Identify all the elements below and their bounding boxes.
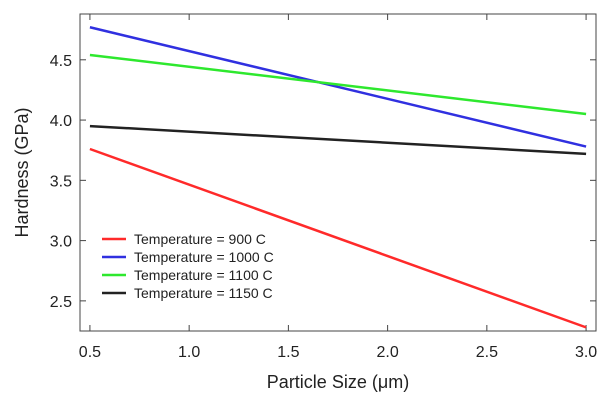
x-tick-label: 1.0 — [178, 344, 200, 361]
x-tick-label: 1.5 — [277, 344, 299, 361]
x-tick-label: 3.0 — [575, 344, 597, 361]
series-line — [89, 124, 587, 156]
x-tick-label: 2.0 — [376, 344, 398, 361]
series-line — [89, 147, 587, 329]
y-tick-label: 2.5 — [50, 294, 72, 311]
legend-label: Temperature = 1000 C — [134, 249, 274, 265]
legend-label: Temperature = 1150 C — [134, 285, 273, 301]
y-axis-label: Hardness (GPa) — [12, 107, 32, 237]
y-tick-label: 3.0 — [50, 234, 72, 251]
x-tick-label: 0.5 — [79, 344, 101, 361]
axis-ticks: 0.5 1.0 1.5 2.0 2.5 3.0 2.5 3.0 3.5 4.0 4.5 — [50, 14, 597, 361]
series-lines — [89, 26, 587, 329]
legend: Temperature = 900 C Temperature = 1000 C T… — [102, 231, 274, 301]
y-tick-label: 3.5 — [50, 173, 72, 190]
legend-label: Temperature = 900 C — [134, 231, 266, 247]
y-tick-label: 4.0 — [50, 113, 72, 130]
legend-label: Temperature = 1100 C — [134, 267, 273, 283]
series-line — [89, 53, 587, 116]
x-axis-label: Particle Size (μm) — [267, 372, 409, 392]
y-tick-label: 4.5 — [50, 53, 72, 70]
x-tick-label: 2.5 — [476, 344, 498, 361]
series-line — [89, 26, 587, 148]
plot-frame — [79, 13, 597, 332]
